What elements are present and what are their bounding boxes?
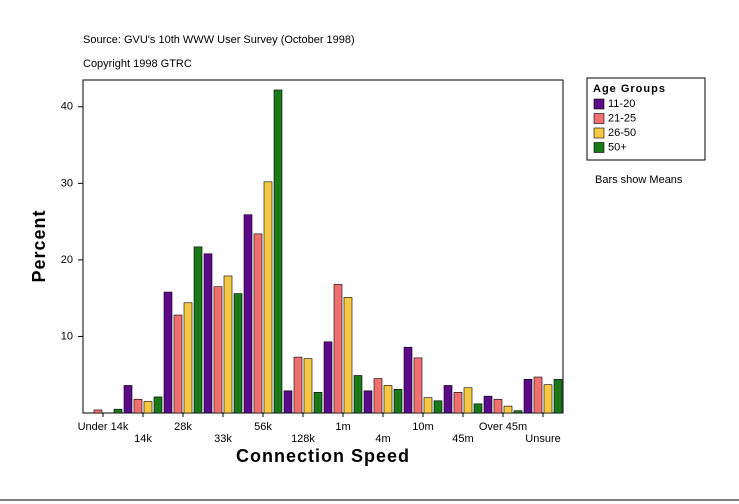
bar (513, 410, 523, 414)
y-tick-label: 10 (61, 330, 73, 342)
bar (463, 387, 473, 414)
y-axis-label: Percent (29, 209, 49, 282)
bar (123, 385, 133, 414)
bar (93, 409, 103, 414)
x-tick-label: Under 14k (78, 421, 129, 433)
bar (473, 403, 483, 414)
y-tick-label: 30 (61, 177, 73, 189)
bar (163, 291, 173, 414)
bar (393, 388, 403, 414)
bar (113, 408, 123, 414)
x-tick-label: 1m (335, 421, 350, 433)
bar (173, 314, 183, 414)
bar (453, 392, 463, 414)
bar (433, 400, 443, 414)
bar (493, 398, 503, 414)
legend-swatch (593, 113, 605, 124)
bar (243, 214, 253, 414)
legend-swatch (593, 142, 605, 153)
legend-swatch (593, 127, 605, 139)
x-tick-label: Unsure (525, 433, 560, 445)
x-tick-label: 45m (452, 433, 473, 445)
bar (273, 89, 283, 414)
x-tick-label: 128k (291, 433, 315, 445)
legend-label: 26-50 (608, 127, 636, 139)
bar (223, 275, 233, 414)
x-tick-label: 56k (254, 421, 272, 433)
bar (183, 302, 193, 414)
bar (413, 357, 423, 414)
bar (153, 396, 163, 414)
bar (503, 405, 513, 414)
x-tick-label: 33k (214, 433, 232, 445)
bar (193, 246, 203, 414)
x-tick-label: 14k (134, 433, 152, 445)
bar (483, 395, 493, 414)
plot-frame (82, 79, 564, 414)
source: Source: GVU's 10th WWW User Survey (Octo… (83, 34, 355, 46)
bar (323, 341, 333, 414)
bar (423, 397, 433, 414)
bar (553, 379, 563, 414)
bar (293, 356, 303, 414)
bar (253, 233, 263, 414)
bar (343, 297, 353, 414)
x-tick-label: 28k (174, 421, 192, 433)
x-tick-label: 4m (375, 433, 390, 445)
legend-swatch (593, 98, 605, 110)
bar (443, 385, 453, 414)
bar (203, 253, 213, 414)
bar (213, 286, 223, 414)
legend-label: 50+ (608, 141, 627, 153)
legend-label: 21-25 (608, 112, 636, 124)
bar (403, 346, 413, 414)
x-axis-label: Connection Speed (236, 446, 410, 466)
bar (523, 379, 533, 414)
legend-title: Age Groups (593, 83, 666, 95)
bar (233, 293, 243, 414)
bar (383, 385, 393, 414)
bar (533, 376, 543, 414)
bar (353, 375, 363, 414)
bar (333, 284, 343, 414)
bar (263, 181, 273, 414)
legend-box (586, 77, 706, 161)
x-tick-label: Over 45m (479, 421, 527, 433)
bar (373, 378, 383, 414)
bar (543, 384, 553, 414)
bar (133, 398, 143, 414)
y-tick-label: 20 (61, 254, 73, 266)
bar (303, 358, 313, 414)
x-tick-label: 10m (412, 421, 433, 433)
y-tick-label: 40 (61, 101, 73, 113)
copyright: Copyright 1998 GTRC (83, 58, 192, 70)
bar (363, 390, 373, 414)
bar (143, 401, 153, 414)
note: Bars show Means (595, 174, 683, 186)
bar (283, 390, 293, 414)
bar (313, 392, 323, 414)
legend-label: 11-20 (608, 98, 635, 110)
